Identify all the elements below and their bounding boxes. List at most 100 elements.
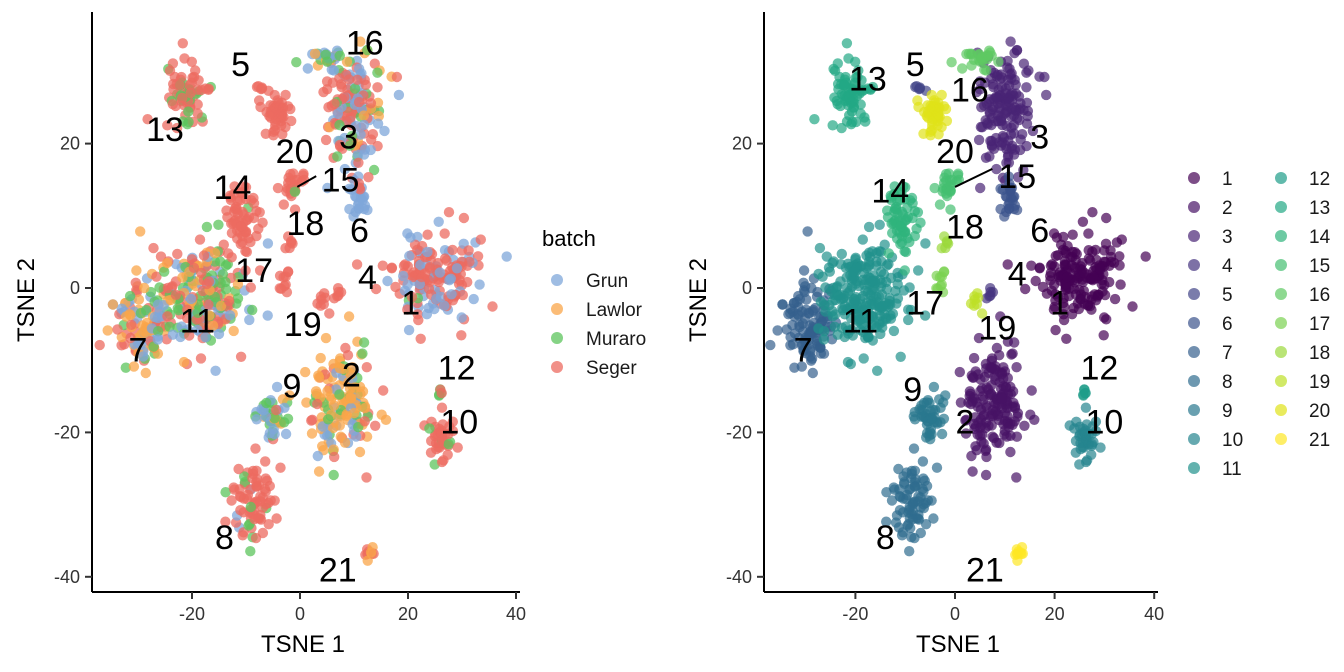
batch-point bbox=[415, 333, 426, 344]
batch-point bbox=[402, 304, 413, 315]
legend-label: 19 bbox=[1309, 372, 1330, 393]
right-x-ticks: -20 0 20 40 bbox=[842, 592, 1164, 624]
batch-point bbox=[253, 513, 264, 524]
batch-point bbox=[433, 216, 444, 227]
batch-point bbox=[360, 79, 371, 91]
cluster-point bbox=[1007, 195, 1018, 206]
batch-point bbox=[334, 363, 346, 374]
batch-point bbox=[175, 331, 186, 343]
batch-point bbox=[279, 402, 290, 413]
cluster-point bbox=[984, 151, 995, 162]
legend-key bbox=[1275, 288, 1287, 300]
batch-point bbox=[416, 271, 427, 283]
batch-point bbox=[162, 120, 173, 131]
cluster-point bbox=[967, 372, 978, 383]
batch-point bbox=[301, 397, 312, 408]
batch-point bbox=[140, 367, 151, 379]
batch-point bbox=[183, 106, 194, 117]
legend-label: 20 bbox=[1309, 401, 1330, 422]
cluster-point bbox=[900, 226, 911, 237]
batch-point bbox=[167, 99, 178, 110]
cluster-point bbox=[1083, 228, 1094, 239]
legend-label: 5 bbox=[1222, 285, 1233, 306]
cluster-label-14: 14 bbox=[871, 173, 909, 211]
batch-point bbox=[406, 291, 418, 303]
y-tick-label: -40 bbox=[726, 567, 752, 587]
cluster-point bbox=[997, 184, 1008, 195]
cluster-label-12: 12 bbox=[1081, 349, 1119, 387]
batch-point bbox=[415, 259, 426, 271]
cluster-point bbox=[921, 428, 933, 439]
cluster-point bbox=[929, 182, 940, 194]
batch-point bbox=[237, 237, 248, 248]
batch-point bbox=[413, 314, 424, 326]
batch-point bbox=[255, 491, 266, 502]
cluster-point bbox=[922, 100, 933, 111]
cluster-point bbox=[792, 309, 803, 320]
cluster-point bbox=[881, 487, 892, 498]
batch-point bbox=[192, 307, 203, 318]
cluster-point bbox=[1004, 96, 1015, 108]
batch-point bbox=[317, 441, 328, 452]
batch-point bbox=[421, 309, 433, 320]
cluster-point bbox=[886, 495, 898, 506]
batch-point bbox=[242, 489, 254, 501]
cluster-point bbox=[1086, 449, 1097, 460]
batch-point bbox=[170, 289, 182, 300]
cluster-point bbox=[1012, 172, 1024, 183]
cluster-point bbox=[971, 86, 982, 98]
cluster-point bbox=[820, 282, 831, 293]
cluster-point bbox=[926, 495, 937, 506]
batch-point bbox=[275, 462, 286, 473]
batch-point bbox=[382, 275, 393, 287]
cluster-point bbox=[794, 319, 805, 330]
batch-point bbox=[322, 430, 333, 441]
batch-point bbox=[203, 276, 215, 287]
cluster-point bbox=[827, 257, 838, 269]
batch-point bbox=[353, 157, 364, 168]
batch-point bbox=[341, 56, 353, 67]
batch-point bbox=[328, 400, 340, 411]
left-y-ticks: -40 -20 0 20 bbox=[54, 134, 92, 587]
batch-point bbox=[370, 283, 382, 295]
cluster-point bbox=[801, 294, 812, 305]
cluster-point bbox=[1026, 385, 1037, 396]
batch-point bbox=[376, 409, 387, 420]
cluster-point bbox=[895, 351, 906, 362]
cluster-point bbox=[852, 71, 863, 83]
batch-point bbox=[393, 89, 405, 101]
cluster-point bbox=[1109, 293, 1121, 305]
cluster-point bbox=[906, 192, 918, 204]
cluster-point bbox=[803, 339, 814, 350]
cluster-point bbox=[926, 413, 937, 424]
cluster-point bbox=[965, 398, 977, 410]
batch-point bbox=[291, 57, 302, 68]
batch-point bbox=[501, 251, 512, 262]
cluster-point bbox=[1009, 416, 1020, 427]
cluster-point bbox=[1080, 387, 1091, 399]
cluster-point bbox=[1080, 402, 1092, 413]
cluster-point bbox=[896, 187, 907, 198]
cluster-point bbox=[1011, 44, 1023, 56]
batch-point bbox=[412, 244, 423, 255]
cluster-point bbox=[984, 108, 996, 120]
batch-point bbox=[112, 324, 123, 335]
batch-point bbox=[329, 451, 340, 463]
batch-point bbox=[358, 337, 370, 348]
cluster-label-7: 7 bbox=[129, 331, 148, 369]
cluster-point bbox=[1061, 333, 1072, 344]
cluster-point bbox=[893, 463, 904, 475]
batch-point bbox=[349, 382, 361, 393]
batch-point bbox=[431, 293, 442, 305]
cluster-point bbox=[935, 417, 946, 428]
batch-point bbox=[239, 471, 250, 482]
cluster-point bbox=[828, 282, 839, 294]
legend-key bbox=[1188, 346, 1200, 358]
cluster-point bbox=[932, 109, 944, 120]
batch-point bbox=[234, 484, 245, 495]
cluster-point bbox=[963, 48, 975, 59]
cluster-point bbox=[1045, 260, 1057, 271]
batch-point bbox=[312, 450, 323, 462]
batch-point bbox=[192, 84, 203, 96]
